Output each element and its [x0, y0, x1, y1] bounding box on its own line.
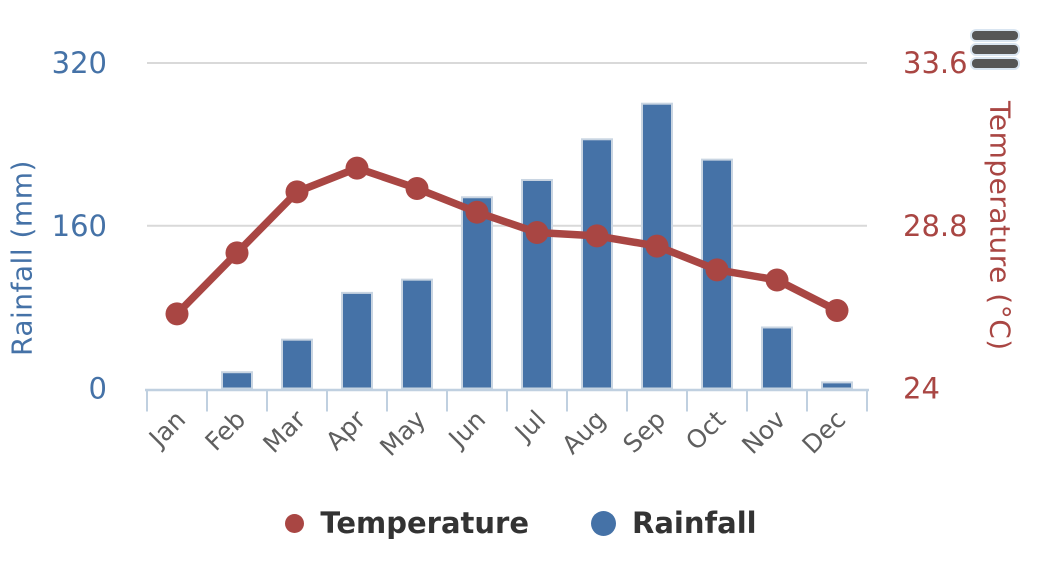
x-axis-label: Jan [142, 405, 191, 454]
temperature-line [173, 164, 841, 318]
temperature-point[interactable] [585, 224, 609, 248]
rainfall-bar[interactable] [521, 178, 553, 390]
rainfall-bar[interactable] [281, 338, 313, 390]
x-axis-label: May [374, 405, 431, 462]
legend-label-temperature: Temperature [320, 506, 530, 540]
hamburger-bar [972, 45, 1018, 54]
rainfall-bar[interactable] [221, 371, 253, 390]
temperature-point[interactable] [765, 268, 789, 292]
temperature-point[interactable] [225, 241, 249, 265]
rainfall-bar[interactable] [401, 278, 433, 390]
legend-label-rainfall: Rainfall [632, 506, 757, 540]
x-axis-label: Mar [257, 404, 311, 458]
x-axis-label: Aug [556, 405, 611, 460]
hamburger-bar [972, 31, 1018, 40]
legend-item-temperature[interactable]: Temperature [285, 506, 529, 540]
x-axis-label: Apr [320, 404, 372, 456]
rainfall-bar[interactable] [821, 381, 853, 390]
rainfall-bar[interactable] [461, 196, 493, 390]
x-axis-label: Dec [797, 405, 852, 460]
temperature-point[interactable] [345, 156, 369, 180]
x-axis-label: Nov [736, 405, 791, 460]
right-axis-tick-label: 33.6 [903, 46, 968, 80]
right-axis-title: Temperature (°C) [983, 101, 1017, 351]
temperature-point[interactable] [825, 299, 849, 323]
temperature-point[interactable] [645, 234, 669, 258]
x-axis-label: Feb [199, 405, 251, 457]
hamburger-bar [972, 59, 1018, 68]
legend: Temperature Rainfall [0, 506, 1042, 540]
left-axis-tick-label: 160 [52, 209, 107, 243]
temperature-point[interactable] [705, 258, 729, 282]
temperature-point[interactable] [405, 176, 429, 200]
rainfall-bar[interactable] [341, 291, 373, 390]
legend-item-rainfall[interactable]: Rainfall [591, 506, 757, 540]
rainfall-bar[interactable] [761, 326, 793, 390]
temperature-legend-marker-icon [285, 513, 305, 533]
rainfall-bar[interactable] [581, 138, 613, 390]
left-axis-tick-label: 320 [52, 46, 107, 80]
temperature-point[interactable] [285, 180, 309, 204]
rainfall-legend-marker-icon [591, 510, 617, 536]
x-axis-label: Sep [617, 405, 671, 459]
x-axis-label: Jul [508, 405, 551, 448]
temperature-point[interactable] [525, 221, 549, 245]
hamburger-icon[interactable] [972, 31, 1018, 73]
x-axis-label: Jun [442, 405, 492, 455]
temperature-point[interactable] [465, 200, 489, 224]
x-axis-label: Oct [680, 405, 731, 456]
right-axis-tick-label: 28.8 [903, 209, 968, 243]
left-axis-tick-label: 0 [89, 372, 107, 406]
right-axis-tick-label: 24 [903, 372, 940, 406]
temperature-point[interactable] [165, 302, 189, 326]
left-axis-title: Rainfall (mm) [5, 160, 39, 356]
